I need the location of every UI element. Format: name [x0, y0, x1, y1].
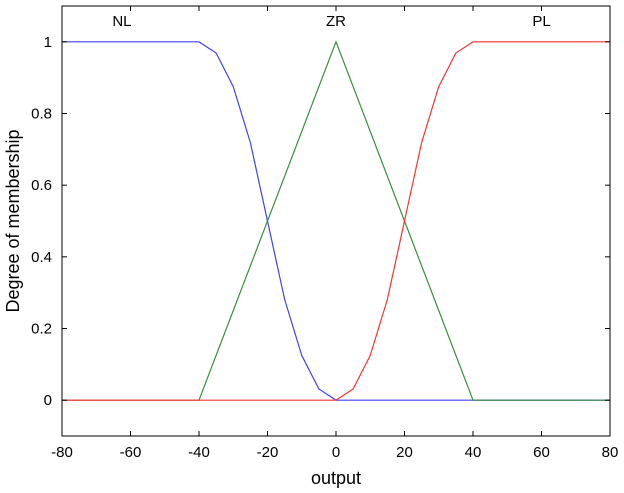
y-tick-label: 0	[44, 392, 52, 409]
x-tick-label: -40	[188, 444, 210, 461]
membership-label-zr: ZR	[326, 13, 346, 30]
y-axis-title: Degree of membership	[3, 129, 23, 312]
x-tick-label: -80	[51, 444, 73, 461]
plot-area	[62, 6, 610, 436]
y-tick-label: 0.2	[31, 321, 52, 338]
y-tick-label: 0.8	[31, 106, 52, 123]
x-tick-label: 0	[332, 444, 340, 461]
x-tick-label: 60	[533, 444, 550, 461]
y-tick-label: 0.6	[31, 177, 52, 194]
x-tick-label: -20	[257, 444, 279, 461]
membership-label-pl: PL	[532, 13, 550, 30]
labels-layer: NL ZR PL	[112, 13, 550, 30]
ticks-layer: -80 -60 -40 -20 0 20 40 60 80 0 0.2 0.4 0.6 0.8 1	[31, 6, 618, 461]
x-tick-label: 20	[396, 444, 413, 461]
series-layer	[62, 40, 610, 401]
x-tick-label: 40	[465, 444, 482, 461]
y-tick-label: 1	[44, 34, 52, 51]
y-tick-label: 0.4	[31, 249, 52, 266]
membership-label-nl: NL	[112, 13, 131, 30]
series-line-pl	[62, 41, 610, 401]
x-tick-label: 80	[602, 444, 619, 461]
x-tick-label: -60	[120, 444, 142, 461]
x-axis-title: output	[311, 468, 361, 488]
